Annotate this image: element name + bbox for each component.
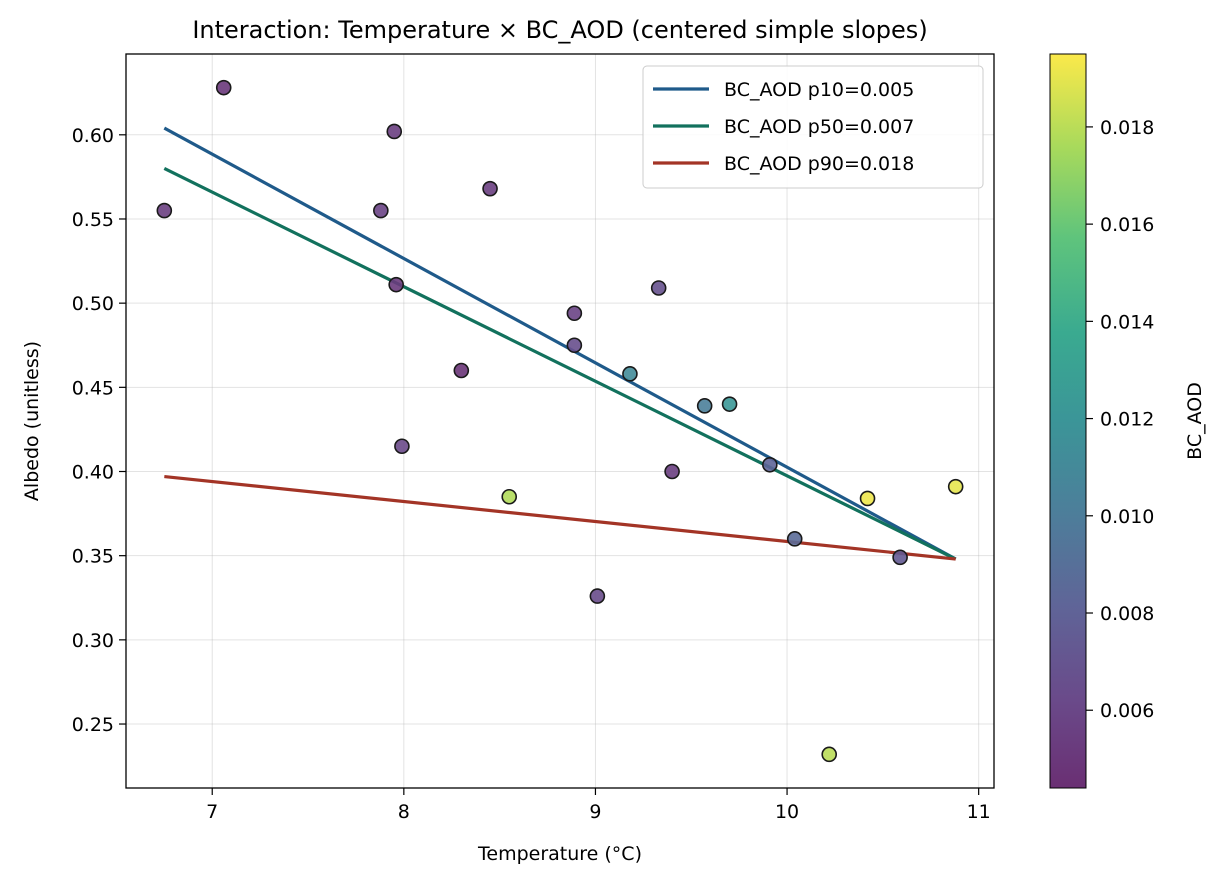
scatter-point xyxy=(859,490,876,507)
colorbar-tick-label: 0.006 xyxy=(1100,700,1154,722)
scatter-point xyxy=(215,79,232,96)
colorbar-tick-label: 0.018 xyxy=(1100,117,1154,139)
y-tick-label: 0.35 xyxy=(72,546,114,568)
scatter-point xyxy=(786,531,803,547)
scatter-point xyxy=(394,438,410,455)
colorbar: 0.006 0.008 0.010 0.012 0.014 0.016 0.018 BC_A… xyxy=(1049,53,1206,789)
colorbar-tick-label: 0.010 xyxy=(1100,506,1154,528)
scatter-point xyxy=(373,202,389,219)
scatter-point xyxy=(566,305,583,322)
y-tick-label: 0.45 xyxy=(72,377,114,399)
y-tick-label: 0.50 xyxy=(72,293,114,315)
legend: BC_AOD p10=0.005 BC_AOD p50=0.007 BC_AOD p… xyxy=(642,65,984,189)
y-axis-ticks: 0.25 0.30 0.35 0.40 0.45 0.50 0.55 0.60 xyxy=(72,125,126,736)
colorbar-tick-label: 0.012 xyxy=(1100,409,1154,431)
colorbar-tick-label: 0.014 xyxy=(1100,311,1154,333)
series-lines xyxy=(163,126,957,561)
series-line xyxy=(164,474,956,561)
scatter-point xyxy=(664,463,680,480)
legend-label: BC_AOD p50=0.007 xyxy=(724,116,914,138)
x-tick-label: 9 xyxy=(589,801,601,823)
colorbar-gradient xyxy=(1049,53,1087,789)
colorbar-tick-label: 0.016 xyxy=(1100,214,1154,236)
scatter-point xyxy=(388,276,404,293)
scatter-point xyxy=(762,456,778,473)
y-axis-label: Albedo (unitless) xyxy=(21,341,43,501)
colorbar-tick-label: 0.008 xyxy=(1100,603,1154,625)
x-axis-label: Temperature (°C) xyxy=(477,843,642,865)
scatter-point xyxy=(947,478,964,495)
scatter-point xyxy=(696,398,713,414)
scatter-point xyxy=(721,396,738,412)
scatter-point xyxy=(386,123,403,140)
scatter-point xyxy=(650,280,667,296)
scatter-point xyxy=(892,549,908,566)
series-line xyxy=(163,167,957,561)
scatter-point xyxy=(622,366,638,382)
y-tick-label: 0.30 xyxy=(72,630,114,652)
series-line xyxy=(163,126,957,561)
plot-frame xyxy=(125,53,995,789)
legend-label: BC_AOD p90=0.018 xyxy=(724,153,914,175)
y-tick-label: 0.40 xyxy=(72,462,114,484)
y-tick-label: 0.25 xyxy=(72,714,114,736)
scatter-points xyxy=(156,79,964,763)
scatter-point xyxy=(566,337,583,354)
scatter-point xyxy=(501,488,518,505)
scatter-point xyxy=(156,202,173,219)
x-axis-ticks: 7 8 9 10 11 xyxy=(206,788,991,823)
x-tick-label: 11 xyxy=(967,801,991,823)
x-tick-label: 8 xyxy=(398,801,410,823)
x-tick-label: 7 xyxy=(206,801,218,823)
y-tick-label: 0.60 xyxy=(72,125,114,147)
x-tick-label: 10 xyxy=(775,801,799,823)
colorbar-label: BC_AOD xyxy=(1184,382,1206,460)
y-tick-label: 0.55 xyxy=(72,209,114,231)
chart-title: Interaction: Temperature × BC_AOD (cente… xyxy=(192,16,927,44)
scatter-point xyxy=(821,746,838,763)
scatter-point xyxy=(589,588,606,604)
scatter-point xyxy=(453,362,470,379)
scatter-point xyxy=(482,180,498,197)
legend-label: BC_AOD p10=0.005 xyxy=(724,79,914,101)
legend-box xyxy=(642,65,984,189)
